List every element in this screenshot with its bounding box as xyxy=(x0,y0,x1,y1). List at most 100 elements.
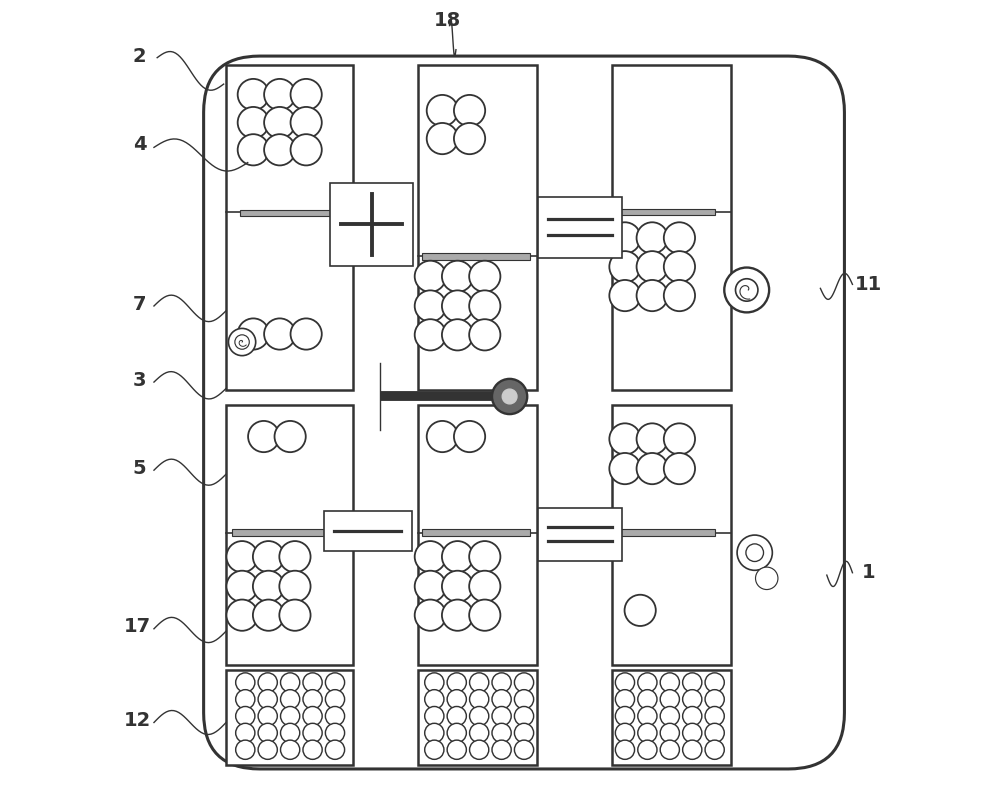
Circle shape xyxy=(638,706,657,726)
Circle shape xyxy=(415,320,446,351)
Circle shape xyxy=(638,723,657,743)
Circle shape xyxy=(724,268,769,312)
Circle shape xyxy=(325,673,345,692)
Circle shape xyxy=(427,421,458,452)
Circle shape xyxy=(415,541,446,572)
Circle shape xyxy=(258,723,277,743)
Circle shape xyxy=(447,723,466,743)
Circle shape xyxy=(615,690,635,709)
Circle shape xyxy=(609,223,641,254)
Circle shape xyxy=(447,706,466,726)
Circle shape xyxy=(253,599,284,631)
Bar xyxy=(538,197,622,258)
Circle shape xyxy=(454,421,485,452)
Circle shape xyxy=(281,723,300,743)
Circle shape xyxy=(258,706,277,726)
Circle shape xyxy=(637,453,668,484)
Circle shape xyxy=(415,599,446,631)
Circle shape xyxy=(248,421,279,452)
Circle shape xyxy=(228,328,256,356)
Circle shape xyxy=(447,673,466,692)
Circle shape xyxy=(442,541,473,572)
Circle shape xyxy=(705,706,724,726)
Text: 5: 5 xyxy=(133,459,146,478)
Circle shape xyxy=(514,673,534,692)
Circle shape xyxy=(303,673,322,692)
Circle shape xyxy=(637,280,668,312)
Circle shape xyxy=(664,453,695,484)
Text: 1: 1 xyxy=(862,563,875,582)
Circle shape xyxy=(425,690,444,709)
Circle shape xyxy=(469,291,500,322)
Circle shape xyxy=(470,706,489,726)
Circle shape xyxy=(235,335,249,349)
Text: 4: 4 xyxy=(133,135,146,154)
Circle shape xyxy=(625,594,656,626)
Circle shape xyxy=(756,567,778,590)
Circle shape xyxy=(303,740,322,759)
Circle shape xyxy=(492,740,511,759)
Circle shape xyxy=(447,740,466,759)
Circle shape xyxy=(469,261,500,292)
Circle shape xyxy=(291,319,322,350)
Circle shape xyxy=(226,541,258,572)
Circle shape xyxy=(492,706,511,726)
Bar xyxy=(330,183,413,266)
Circle shape xyxy=(454,95,485,126)
Circle shape xyxy=(705,723,724,743)
Circle shape xyxy=(442,570,473,602)
Circle shape xyxy=(683,706,702,726)
Circle shape xyxy=(470,690,489,709)
Circle shape xyxy=(492,673,511,692)
Circle shape xyxy=(303,706,322,726)
Circle shape xyxy=(325,740,345,759)
Bar xyxy=(619,209,715,215)
Text: 7: 7 xyxy=(133,295,146,314)
Circle shape xyxy=(637,251,668,282)
Text: 18: 18 xyxy=(434,10,462,30)
Circle shape xyxy=(325,690,345,709)
Bar xyxy=(240,210,340,216)
Circle shape xyxy=(638,673,657,692)
Circle shape xyxy=(415,570,446,602)
Circle shape xyxy=(615,706,635,726)
Bar xyxy=(226,405,353,665)
Circle shape xyxy=(660,673,679,692)
Circle shape xyxy=(469,320,500,351)
Circle shape xyxy=(454,123,485,154)
Circle shape xyxy=(238,134,269,166)
Circle shape xyxy=(609,251,641,282)
Circle shape xyxy=(281,706,300,726)
Circle shape xyxy=(425,706,444,726)
Circle shape xyxy=(502,389,517,404)
Circle shape xyxy=(264,107,295,139)
Circle shape xyxy=(236,723,255,743)
Circle shape xyxy=(238,79,269,111)
Circle shape xyxy=(638,690,657,709)
Circle shape xyxy=(660,723,679,743)
Circle shape xyxy=(683,673,702,692)
Circle shape xyxy=(746,544,764,562)
Bar xyxy=(418,405,537,665)
Bar xyxy=(226,670,353,765)
Circle shape xyxy=(291,79,322,111)
Circle shape xyxy=(279,570,311,602)
Circle shape xyxy=(683,723,702,743)
Bar xyxy=(422,529,530,536)
Circle shape xyxy=(425,723,444,743)
Circle shape xyxy=(492,723,511,743)
Circle shape xyxy=(325,723,345,743)
Bar xyxy=(538,508,622,561)
Bar xyxy=(619,529,715,536)
FancyBboxPatch shape xyxy=(204,56,844,769)
Circle shape xyxy=(425,740,444,759)
Circle shape xyxy=(281,690,300,709)
Circle shape xyxy=(492,690,511,709)
Circle shape xyxy=(492,379,527,414)
Circle shape xyxy=(258,740,277,759)
Circle shape xyxy=(615,673,635,692)
Circle shape xyxy=(664,423,695,455)
Circle shape xyxy=(303,723,322,743)
Circle shape xyxy=(737,535,772,570)
Circle shape xyxy=(281,673,300,692)
